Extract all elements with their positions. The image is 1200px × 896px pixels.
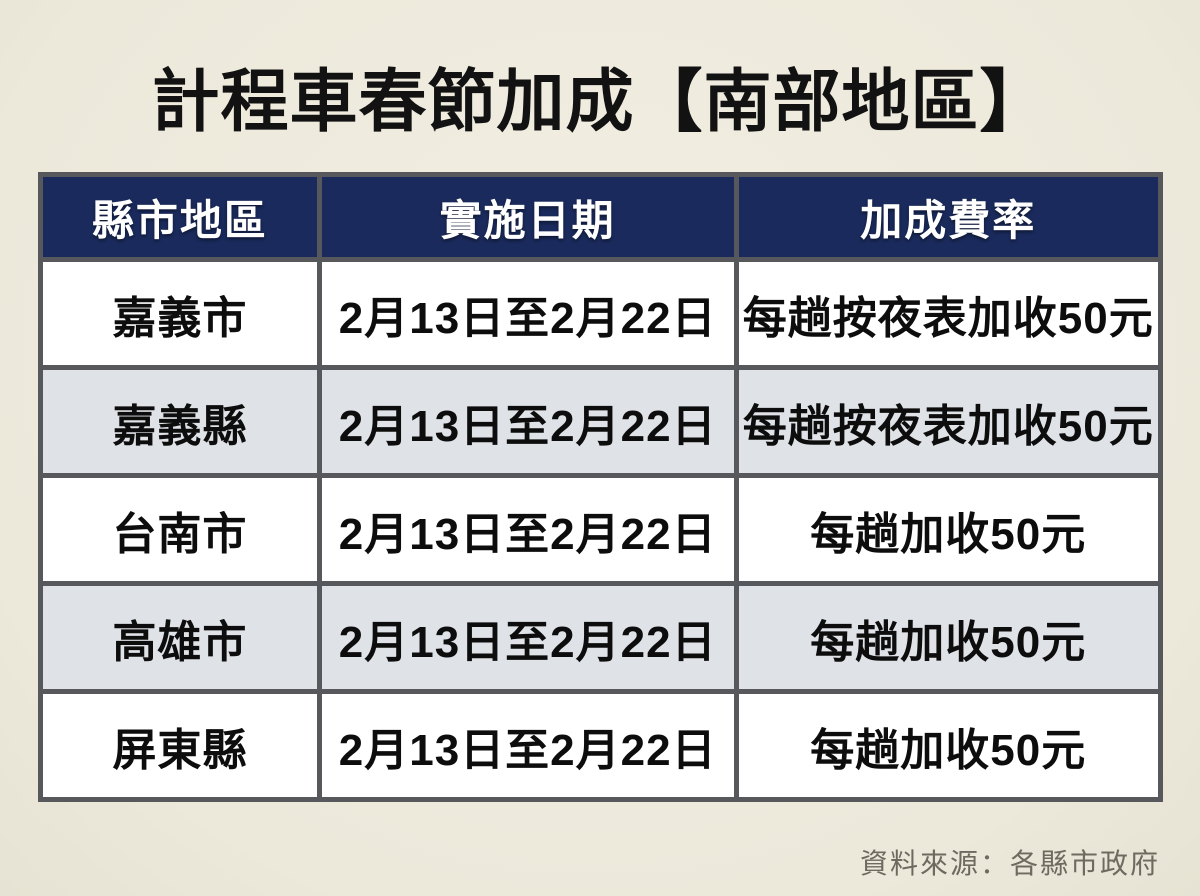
- region-cell: 嘉義縣: [38, 365, 322, 478]
- column-header-region: 縣市地區: [38, 172, 322, 262]
- table-row: 台南市 2月13日至2月22日 每趟加收50元: [38, 473, 1163, 586]
- table-row: 高雄市 2月13日至2月22日 每趟加收50元: [38, 581, 1163, 694]
- region-cell: 高雄市: [38, 581, 322, 694]
- surcharge-table: 縣市地區 實施日期 加成費率 嘉義市 2月13日至2月22日 每趟按夜表加收50…: [38, 172, 1163, 802]
- rate-cell: 每趟按夜表加收50元: [733, 365, 1163, 478]
- region-cell: 台南市: [38, 473, 322, 586]
- table-row: 屏東縣 2月13日至2月22日 每趟加收50元: [38, 689, 1163, 802]
- region-cell: 嘉義市: [38, 257, 322, 370]
- data-source-note: 資料來源：各縣市政府: [859, 848, 1160, 879]
- table-row: 嘉義縣 2月13日至2月22日 每趟按夜表加收50元: [38, 365, 1163, 478]
- column-header-rate: 加成費率: [733, 172, 1163, 262]
- date-cell: 2月13日至2月22日: [316, 257, 739, 370]
- header-row: 縣市地區 實施日期 加成費率: [38, 172, 1163, 262]
- region-cell: 屏東縣: [38, 689, 322, 802]
- column-header-dates: 實施日期: [316, 172, 739, 262]
- date-cell: 2月13日至2月22日: [316, 689, 739, 802]
- rate-cell: 每趟按夜表加收50元: [733, 257, 1163, 370]
- date-cell: 2月13日至2月22日: [316, 473, 739, 586]
- rate-cell: 每趟加收50元: [733, 689, 1163, 802]
- table-row: 嘉義市 2月13日至2月22日 每趟按夜表加收50元: [38, 257, 1163, 370]
- page-title: 計程車春節加成【南部地區】: [151, 64, 1049, 140]
- date-cell: 2月13日至2月22日: [316, 365, 739, 478]
- rate-cell: 每趟加收50元: [733, 473, 1163, 586]
- rate-cell: 每趟加收50元: [733, 581, 1163, 694]
- date-cell: 2月13日至2月22日: [316, 581, 739, 694]
